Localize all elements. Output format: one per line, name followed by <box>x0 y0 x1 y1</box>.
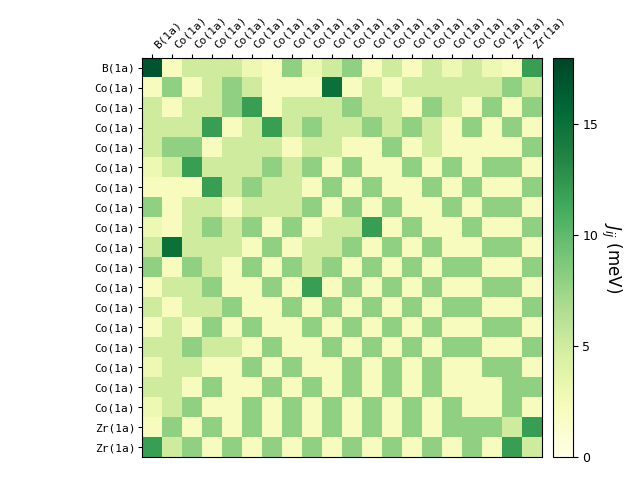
Y-axis label: $J_{ij}$ (meV): $J_{ij}$ (meV) <box>599 222 623 293</box>
